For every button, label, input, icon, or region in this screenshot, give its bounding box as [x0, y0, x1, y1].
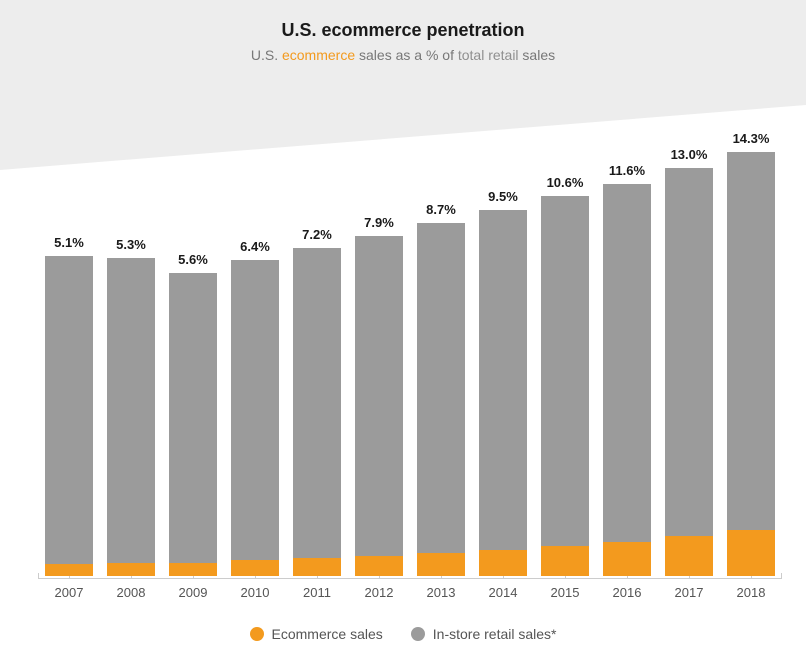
bar-segment-ecommerce [231, 560, 279, 576]
bar-segment-instore [45, 256, 93, 564]
bar-segment-instore [665, 168, 713, 536]
bar-segment-instore [107, 258, 155, 563]
bar-column: 7.9% [348, 145, 410, 576]
legend-swatch-instore [411, 627, 425, 641]
legend-item-instore: In-store retail sales* [411, 626, 557, 642]
bar-segment-instore [603, 184, 651, 542]
bar-segment-ecommerce [603, 542, 651, 576]
bar-column: 7.2% [286, 145, 348, 576]
bar-segment-instore [293, 248, 341, 558]
x-axis-tick: 2012 [348, 579, 410, 600]
bar-data-label: 8.7% [410, 202, 472, 217]
x-axis: 2007200820092010201120122013201420152016… [38, 578, 782, 600]
x-axis-tick: 2009 [162, 579, 224, 600]
bar-segment-ecommerce [107, 563, 155, 576]
bar-column: 5.3% [100, 145, 162, 576]
subtitle-suffix: sales [519, 47, 556, 63]
bar-segment-ecommerce [45, 564, 93, 576]
bar-data-label: 5.6% [162, 252, 224, 267]
bar-column: 9.5% [472, 145, 534, 576]
bar-column: 6.4% [224, 145, 286, 576]
bar-column: 8.7% [410, 145, 472, 576]
x-axis-tick: 2017 [658, 579, 720, 600]
bar-segment-instore [417, 223, 465, 553]
bar-segment-ecommerce [355, 556, 403, 576]
x-axis-tick: 2013 [410, 579, 472, 600]
bar-segment-ecommerce [727, 530, 775, 576]
bar-segment-instore [355, 236, 403, 556]
bar-segment-instore [727, 152, 775, 530]
bar-column: 11.6% [596, 145, 658, 576]
bar-stack [169, 273, 217, 576]
bar-stack [293, 248, 341, 576]
bar-data-label: 7.2% [286, 227, 348, 242]
bar-data-label: 9.5% [472, 189, 534, 204]
subtitle-mid: sales as a % of [355, 47, 458, 63]
bar-stack [355, 236, 403, 576]
bar-column: 13.0% [658, 145, 720, 576]
legend-label-ecommerce: Ecommerce sales [272, 626, 383, 642]
bar-data-label: 7.9% [348, 215, 410, 230]
subtitle-retail-word: total retail [458, 47, 519, 63]
bar-column: 5.1% [38, 145, 100, 576]
bar-column: 10.6% [534, 145, 596, 576]
bar-stack [727, 152, 775, 576]
bar-column: 14.3% [720, 145, 782, 576]
x-axis-tick: 2007 [38, 579, 100, 600]
bar-segment-ecommerce [293, 558, 341, 576]
chart-plot-area: 5.1%5.3%5.6%6.4%7.2%7.9%8.7%9.5%10.6%11.… [38, 145, 782, 576]
x-axis-tick: 2008 [100, 579, 162, 600]
bar-data-label: 5.1% [38, 235, 100, 250]
bars-row: 5.1%5.3%5.6%6.4%7.2%7.9%8.7%9.5%10.6%11.… [38, 145, 782, 576]
x-axis-tick: 2015 [534, 579, 596, 600]
legend: Ecommerce sales In-store retail sales* [0, 626, 806, 642]
x-axis-tick: 2016 [596, 579, 658, 600]
bar-segment-ecommerce [541, 546, 589, 576]
bar-segment-ecommerce [169, 563, 217, 576]
title-block: U.S. ecommerce penetration U.S. ecommerc… [0, 0, 806, 63]
bar-segment-ecommerce [665, 536, 713, 576]
bar-stack [603, 184, 651, 576]
bar-data-label: 14.3% [720, 131, 782, 146]
x-axis-tick: 2011 [286, 579, 348, 600]
bar-segment-instore [231, 260, 279, 560]
x-axis-tick: 2014 [472, 579, 534, 600]
bar-stack [45, 256, 93, 576]
bar-data-label: 5.3% [100, 237, 162, 252]
bar-data-label: 11.6% [596, 163, 658, 178]
bar-segment-instore [479, 210, 527, 550]
bar-stack [665, 168, 713, 576]
chart-title: U.S. ecommerce penetration [0, 20, 806, 41]
subtitle-prefix: U.S. [251, 47, 282, 63]
bar-column: 5.6% [162, 145, 224, 576]
bar-data-label: 13.0% [658, 147, 720, 162]
bar-data-label: 6.4% [224, 239, 286, 254]
bar-data-label: 10.6% [534, 175, 596, 190]
bar-stack [231, 260, 279, 576]
legend-label-instore: In-store retail sales* [433, 626, 557, 642]
bar-stack [417, 223, 465, 576]
chart-subtitle: U.S. ecommerce sales as a % of total ret… [0, 47, 806, 63]
bar-segment-instore [541, 196, 589, 546]
bar-stack [479, 210, 527, 576]
subtitle-ecommerce-word: ecommerce [282, 47, 355, 63]
legend-swatch-ecommerce [250, 627, 264, 641]
x-axis-tick: 2018 [720, 579, 782, 600]
x-axis-tick: 2010 [224, 579, 286, 600]
legend-item-ecommerce: Ecommerce sales [250, 626, 383, 642]
bar-segment-ecommerce [479, 550, 527, 576]
bar-stack [107, 258, 155, 576]
bar-stack [541, 196, 589, 576]
bar-segment-ecommerce [417, 553, 465, 576]
bar-segment-instore [169, 273, 217, 563]
